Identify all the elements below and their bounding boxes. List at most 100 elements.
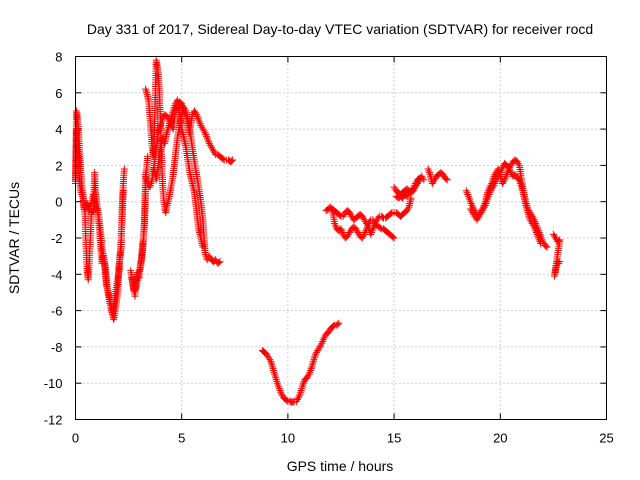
data-point (526, 214, 534, 222)
data-point (467, 198, 475, 206)
data-point (270, 366, 278, 374)
data-point (336, 211, 344, 219)
data-point (308, 363, 316, 371)
data-point (409, 185, 417, 193)
x-tick-label: 10 (281, 431, 295, 446)
data-point (535, 234, 543, 242)
data-point (205, 252, 213, 260)
data-point (320, 334, 328, 342)
y-tick-label: 8 (55, 50, 62, 65)
data-point (344, 230, 352, 238)
y-tick-label: -10 (44, 376, 63, 391)
data-point (482, 200, 490, 208)
y-tick-label: 0 (55, 195, 62, 210)
data-point (185, 129, 193, 137)
data-point (171, 102, 179, 110)
data-point (203, 134, 211, 142)
data-point (103, 283, 111, 291)
data-point (295, 394, 303, 402)
data-point (511, 170, 519, 178)
data-point (467, 205, 475, 213)
x-tick-label: 25 (599, 431, 613, 446)
data-point (165, 121, 173, 129)
data-point (535, 236, 543, 244)
tick-label-layer: 0 5 10 15 20 25 -12 -10 -8 -6 -4 -2 0 2 4 6 8 (44, 50, 614, 446)
data-point (155, 125, 163, 133)
data-point (390, 183, 398, 191)
data-point (525, 212, 533, 220)
data-point (119, 187, 127, 195)
data-point (157, 120, 165, 128)
data-point (514, 160, 522, 168)
data-point (362, 219, 370, 227)
data-point (527, 218, 535, 226)
x-tick-label: 15 (387, 431, 401, 446)
data-point (317, 341, 325, 349)
data-point (143, 91, 151, 99)
data-point (283, 396, 291, 404)
data-point (103, 285, 111, 293)
data-point (199, 243, 207, 251)
data-point (367, 230, 375, 238)
y-axis-label: SDTVAR / TECUs (6, 182, 22, 294)
data-point (484, 192, 492, 200)
data-point (517, 181, 525, 189)
data-point (338, 229, 346, 237)
data-point (488, 185, 496, 193)
data-point (297, 388, 305, 396)
data-point (550, 232, 558, 240)
y-tick-label: -4 (51, 267, 63, 282)
data-point (276, 386, 284, 394)
data-point (275, 383, 283, 391)
data-point (314, 347, 322, 355)
data-point (169, 109, 177, 117)
x-tick-label: 20 (493, 431, 507, 446)
data-point (270, 368, 278, 376)
data-point (158, 118, 166, 126)
data-point (170, 105, 178, 113)
data-point (168, 112, 176, 120)
y-tick-label: -12 (44, 413, 63, 428)
data-point (528, 219, 536, 227)
data-point (494, 172, 502, 180)
data-point (219, 155, 227, 163)
data-point (522, 201, 530, 209)
data-point (370, 223, 378, 231)
data-point (352, 225, 360, 233)
data-point (389, 233, 397, 241)
data-point (267, 359, 275, 367)
plot-frame (75, 56, 607, 420)
data-point (200, 127, 208, 135)
data-point (443, 176, 451, 184)
data-point (310, 356, 318, 364)
data-point (531, 225, 539, 233)
data-point (156, 123, 164, 131)
data-point (197, 121, 205, 129)
data-point (403, 192, 411, 200)
data-point (120, 165, 128, 173)
data-point (549, 230, 557, 238)
data-point (269, 363, 277, 371)
data-point (167, 114, 175, 122)
data-point (420, 176, 428, 184)
data-point (519, 189, 527, 197)
data-point (269, 365, 277, 373)
data-point (360, 216, 368, 224)
data-point (201, 129, 209, 137)
data-point (479, 205, 487, 213)
data-point (331, 219, 339, 227)
data-point (195, 116, 203, 124)
data-point (208, 145, 216, 153)
data-point (316, 343, 324, 351)
data-point (274, 381, 282, 389)
data-point (196, 120, 204, 128)
data-point (204, 136, 212, 144)
data-point (205, 140, 213, 148)
data-point (467, 200, 475, 208)
data-point (486, 189, 494, 197)
data-point (502, 172, 510, 180)
data-point (469, 209, 477, 217)
data-point (156, 121, 164, 129)
data-point (523, 205, 531, 213)
data-point (426, 169, 433, 177)
